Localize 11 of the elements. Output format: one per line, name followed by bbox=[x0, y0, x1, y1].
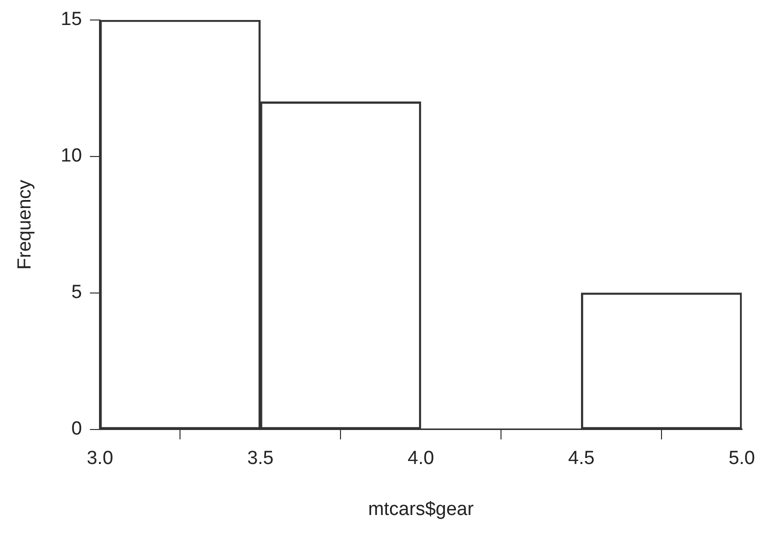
y-tick-label: 10 bbox=[60, 146, 82, 167]
x-tick-label: 4.0 bbox=[408, 448, 434, 470]
y-axis-title: Frequency bbox=[14, 179, 36, 270]
x-tick-label: 3.5 bbox=[247, 448, 274, 470]
x-tick-label: 5.0 bbox=[728, 448, 756, 470]
x-axis-title: mtcars$gear bbox=[368, 498, 474, 520]
y-tick-label: 15 bbox=[60, 9, 82, 30]
y-tick-label: 0 bbox=[71, 418, 82, 440]
y-tick-label: 5 bbox=[71, 282, 82, 304]
x-tick-label: 4.5 bbox=[568, 448, 595, 470]
x-tick-label: 3.0 bbox=[86, 448, 114, 470]
